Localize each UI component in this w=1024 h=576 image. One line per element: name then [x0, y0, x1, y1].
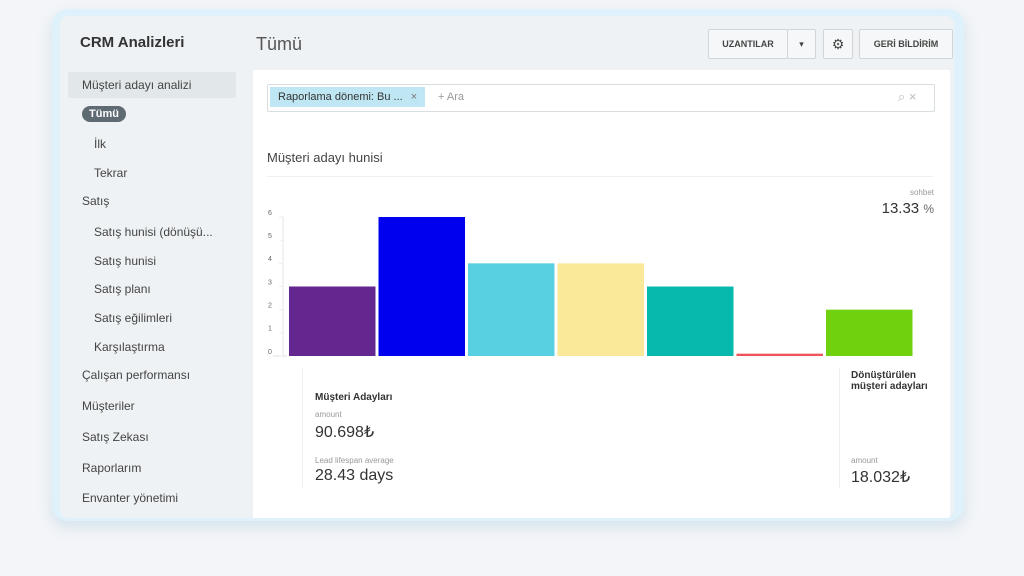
- page-title: Tümü: [256, 34, 303, 54]
- nav-item[interactable]: Tekrar: [94, 166, 128, 180]
- y-tick-label: 0: [268, 349, 272, 356]
- active-item: [68, 72, 236, 98]
- nav-item[interactable]: Satış hunisi: [94, 254, 157, 268]
- search-icon[interactable]: ⌕ ×: [898, 89, 917, 104]
- bar: [289, 286, 376, 356]
- amount: 18.032₺: [851, 469, 911, 486]
- nav-item[interactable]: Satış Zekası: [82, 430, 149, 444]
- lifespan-label: Lead lifespan average: [315, 456, 394, 465]
- y-tick-label: 2: [268, 303, 272, 310]
- nav-item[interactable]: Raporlarım: [82, 461, 142, 475]
- search-input[interactable]: + Ara: [438, 91, 464, 103]
- y-tick-label: 1: [268, 326, 272, 333]
- feedback-button[interactable]: GERİ BİLDİRİM: [859, 29, 953, 59]
- conversion-unit: %: [923, 202, 934, 216]
- divider: [267, 176, 933, 177]
- y-tick-label: 5: [268, 233, 272, 240]
- extensions-button[interactable]: UZANTILAR: [708, 29, 788, 59]
- nav-item[interactable]: İlk: [94, 137, 106, 151]
- y-tick-label: 6: [268, 210, 272, 217]
- conversion-value: 13.33: [881, 200, 920, 217]
- app: CRM Analizleri Müşteri adayı analizi Tüm…: [60, 16, 954, 518]
- brand: CRM Analizleri: [80, 34, 185, 51]
- chart: 0 1 2 3 4 5 6: [268, 210, 913, 357]
- nav-item[interactable]: Satış eğilimleri: [94, 311, 173, 325]
- y-tick-label: 3: [268, 279, 272, 286]
- nav-item[interactable]: Satış hunisi (dönüşü...: [94, 225, 213, 239]
- stats-title: Müşteri Adayları: [315, 392, 393, 403]
- bar: [468, 263, 555, 356]
- nav-item[interactable]: Müşteri adayı analizi: [82, 78, 192, 92]
- chip-close[interactable]: ×: [410, 91, 418, 103]
- stats-right: Dönüştürülen müşteri adayları amount 18.…: [851, 368, 941, 488]
- content-panel: Raporlama dönemi: Bu ... × + Ara ⌕ × Müşt…: [253, 70, 950, 518]
- filter-chip[interactable]: Raporlama dönemi: Bu ... ×: [270, 87, 426, 107]
- amount: 90.698₺: [315, 424, 375, 441]
- stats-title: Dönüştürülen müşteri adayları: [851, 370, 928, 392]
- nav-item[interactable]: Çalışan performansı: [82, 368, 191, 382]
- nav-item[interactable]: Karşılaştırma: [94, 340, 165, 354]
- nav-item[interactable]: Envanter yönetimi: [82, 491, 179, 505]
- chip-text: Raporlama dönemi: Bu ...: [278, 91, 403, 103]
- filter-bar[interactable]: Raporlama dönemi: Bu ... × + Ara ⌕ ×: [267, 84, 935, 112]
- lifespan: 28.43 days: [315, 467, 394, 484]
- bar: [557, 263, 644, 356]
- nav-item[interactable]: Müşteriler: [82, 399, 135, 413]
- nav-item-active[interactable]: Tümü: [82, 106, 126, 122]
- bar: [378, 217, 465, 356]
- chart-title: Müşteri adayı hunisi: [267, 150, 383, 165]
- bar: [826, 309, 913, 356]
- amount-label: amount: [851, 456, 878, 465]
- bar: [736, 353, 823, 356]
- settings-button[interactable]: ⚙: [823, 29, 853, 59]
- nav-item[interactable]: Satış planı: [94, 282, 151, 296]
- stats-left: Müşteri Adayları amount 90.698₺ Lead lif…: [302, 368, 840, 488]
- amount-label: amount: [315, 410, 342, 419]
- y-tick-label: 4: [268, 256, 272, 263]
- nav-item[interactable]: Satış: [82, 194, 110, 208]
- dropdown-button[interactable]: ▾: [787, 29, 816, 59]
- conversion: 13.33 %: [882, 200, 934, 217]
- conversion-label: sohbet: [909, 188, 934, 197]
- bar: [647, 286, 734, 356]
